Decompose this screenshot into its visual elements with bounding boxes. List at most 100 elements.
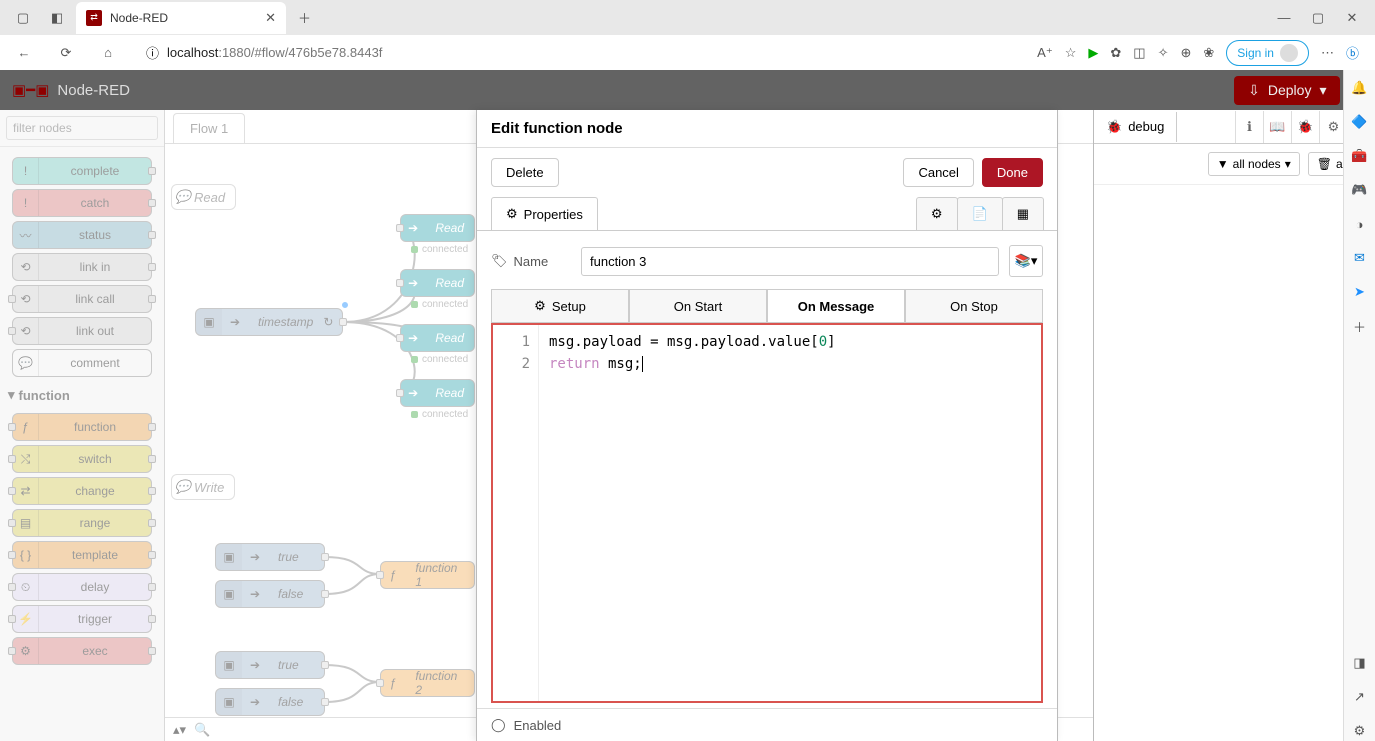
properties-tab[interactable]: ⚙Properties xyxy=(491,197,598,230)
help-icon[interactable]: 📖 xyxy=(1263,111,1291,143)
palette-node-switch[interactable]: ⤭switch xyxy=(12,445,152,473)
collections-icon[interactable]: ⊕ xyxy=(1180,45,1191,61)
office-icon[interactable]: ◑ xyxy=(1350,214,1370,234)
palette-node-change[interactable]: ⇄change xyxy=(12,477,152,505)
done-button[interactable]: Done xyxy=(982,158,1043,187)
library-button[interactable]: 📚▾ xyxy=(1009,245,1043,277)
back-button[interactable]: ← xyxy=(8,37,40,69)
palette-node-template[interactable]: { }template xyxy=(12,541,152,569)
code-content[interactable]: msg.payload = msg.payload.value[0] retur… xyxy=(539,325,1041,701)
node-true-1[interactable]: ▣➔true xyxy=(215,543,325,571)
plus-icon[interactable]: ＋ xyxy=(1350,316,1370,336)
home-button[interactable]: ⌂ xyxy=(92,37,124,69)
refresh-button[interactable]: ⟳ xyxy=(50,37,82,69)
node-read-1[interactable]: ➔Read connected xyxy=(400,214,475,242)
node-function-1[interactable]: ƒfunction 1 xyxy=(380,561,475,589)
workspaces-icon[interactable]: ◧ xyxy=(42,3,72,33)
more-icon[interactable]: ⋯ xyxy=(1321,45,1334,61)
node-read-3[interactable]: ➔Read connected xyxy=(400,324,475,352)
logo-icon: ▣━▣ xyxy=(12,81,49,99)
env-tab[interactable]: ⚙ xyxy=(916,197,958,230)
palette-filter-input[interactable] xyxy=(6,116,158,140)
outlook-icon[interactable]: ✉ xyxy=(1350,248,1370,268)
palette-node-link-in[interactable]: ⟲link in xyxy=(12,253,152,281)
node-function-2[interactable]: ƒfunction 2 xyxy=(380,669,475,697)
palette-node-delay[interactable]: ⏲delay xyxy=(12,573,152,601)
palette-node-trigger[interactable]: ⚡trigger xyxy=(12,605,152,633)
maximize-icon[interactable]: ▢ xyxy=(1303,3,1333,33)
favorites-icon[interactable]: ✧ xyxy=(1158,45,1169,61)
tab-overview-icon[interactable]: ▢ xyxy=(8,3,38,33)
cancel-button[interactable]: Cancel xyxy=(903,158,973,187)
node-timestamp[interactable]: ▣ ➔ timestamp ↻ xyxy=(195,308,343,336)
panel-icon[interactable]: ◨ xyxy=(1350,653,1370,673)
idm-icon[interactable]: ▶ xyxy=(1088,45,1098,61)
comment-read[interactable]: 💬Read xyxy=(171,184,236,210)
palette-node-link-call[interactable]: ⟲link call xyxy=(12,285,152,313)
name-input[interactable] xyxy=(581,247,999,276)
bell-icon[interactable]: 🔔 xyxy=(1350,78,1370,98)
split-icon[interactable]: ◫ xyxy=(1133,45,1145,61)
tab-setup[interactable]: ⚙Setup xyxy=(491,289,629,322)
palette-category-function[interactable]: ▾function xyxy=(6,381,158,409)
extensions-icon[interactable]: ✿ xyxy=(1110,45,1121,61)
tab-on-start[interactable]: On Start xyxy=(629,289,767,322)
code-editor[interactable]: 12 msg.payload = msg.payload.value[0] re… xyxy=(491,323,1043,703)
settings-icon[interactable]: ⚙ xyxy=(1350,721,1370,741)
rewards-icon[interactable]: ❀ xyxy=(1203,45,1214,61)
flow-tab[interactable]: Flow 1 xyxy=(173,113,245,143)
tab-on-message[interactable]: On Message xyxy=(767,289,905,322)
enabled-toggle[interactable]: ◯ xyxy=(491,717,506,733)
tab-on-stop[interactable]: On Stop xyxy=(905,289,1043,322)
sidebar-tab-debug[interactable]: 🐞debug xyxy=(1094,112,1177,142)
deploy-button[interactable]: ⇩ Deploy ▾ xyxy=(1234,76,1340,105)
close-window-icon[interactable]: ✕ xyxy=(1337,3,1367,33)
status-dot-icon xyxy=(411,411,418,418)
arrow-icon: ➔ xyxy=(401,380,425,406)
tools-icon[interactable]: 🧰 xyxy=(1350,146,1370,166)
nav-icon[interactable]: ▴▾ xyxy=(173,722,186,738)
appearance-tab[interactable]: ▦ xyxy=(1002,197,1044,230)
palette-node-catch[interactable]: !catch xyxy=(12,189,152,217)
share-icon[interactable]: ↗ xyxy=(1350,687,1370,707)
node-false-1[interactable]: ▣➔false xyxy=(215,580,325,608)
shopping-icon[interactable]: 🔷 xyxy=(1350,112,1370,132)
arrow-icon: ➔ xyxy=(242,581,268,607)
info-icon[interactable]: ℹ xyxy=(1235,111,1263,143)
url-path: :1880/#flow/476b5e78.8443f xyxy=(218,45,382,60)
filter-all-nodes[interactable]: ▼all nodes▾ xyxy=(1208,152,1300,176)
node-true-2[interactable]: ▣➔true xyxy=(215,651,325,679)
debug-icon[interactable]: 🐞 xyxy=(1291,111,1319,143)
node-read-2[interactable]: ➔Read connected xyxy=(400,269,475,297)
read-aloud-icon[interactable]: A⁺ xyxy=(1037,45,1053,61)
arrow-icon: ➔ xyxy=(242,544,268,570)
palette-node-function[interactable]: ƒfunction xyxy=(12,413,152,441)
comment-write[interactable]: 💬Write xyxy=(171,474,235,500)
favorite-icon[interactable]: ☆ xyxy=(1065,45,1077,61)
node-false-2[interactable]: ▣➔false xyxy=(215,688,325,716)
comment-icon: 💬 xyxy=(172,189,194,205)
bug-icon: 🐞 xyxy=(1106,119,1122,135)
games-icon[interactable]: 🎮 xyxy=(1350,180,1370,200)
browser-tab[interactable]: ⇄ Node-RED ✕ xyxy=(76,2,286,34)
address-bar: ← ⟳ ⌂ ⓘ localhost:1880/#flow/476b5e78.84… xyxy=(0,35,1375,70)
delete-button[interactable]: Delete xyxy=(491,158,559,187)
palette-node-complete[interactable]: !complete xyxy=(12,157,152,185)
palette-node-range[interactable]: ▤range xyxy=(12,509,152,537)
description-tab[interactable]: 📄 xyxy=(957,197,1003,230)
node-read-4[interactable]: ➔Read connected xyxy=(400,379,475,407)
palette-node-status[interactable]: 〰status xyxy=(12,221,152,249)
new-tab-button[interactable]: ＋ xyxy=(290,8,319,27)
bing-icon[interactable]: ⓑ xyxy=(1346,43,1359,62)
signin-button[interactable]: Sign in xyxy=(1226,40,1309,66)
send-icon[interactable]: ➤ xyxy=(1350,282,1370,302)
code-gutter: 12 xyxy=(493,325,539,701)
palette-node-link-out[interactable]: ⟲link out xyxy=(12,317,152,345)
arrow-icon: ➔ xyxy=(242,652,268,678)
search-icon[interactable]: 🔍 xyxy=(194,722,210,738)
palette-node-exec[interactable]: ⚙exec xyxy=(12,637,152,665)
close-icon[interactable]: ✕ xyxy=(265,10,276,26)
palette-node-comment[interactable]: 💬comment xyxy=(12,349,152,377)
minimize-icon[interactable]: — xyxy=(1269,3,1299,33)
url-input[interactable]: ⓘ localhost:1880/#flow/476b5e78.8443f xyxy=(134,38,1027,68)
